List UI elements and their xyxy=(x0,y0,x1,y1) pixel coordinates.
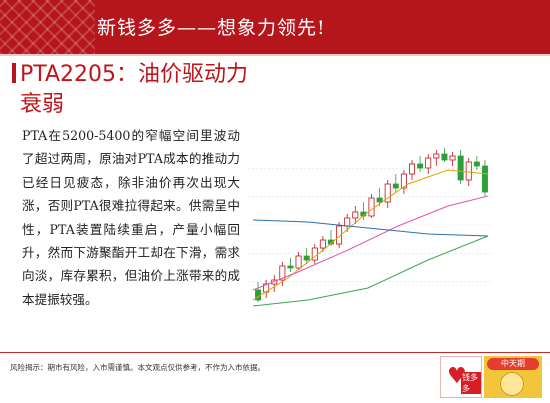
candle-body xyxy=(352,211,359,219)
ma-line-short xyxy=(252,169,489,301)
candle-body xyxy=(400,173,407,189)
candle-body xyxy=(295,255,302,269)
candle-body xyxy=(473,161,480,167)
title-accent-bar xyxy=(12,63,16,83)
logo-right-text: 中天期 xyxy=(501,359,525,368)
logo-left-text: 钱多多 xyxy=(461,372,481,394)
candle-body xyxy=(465,161,472,181)
candle-body xyxy=(441,153,448,161)
ma-line-long xyxy=(252,235,489,307)
candle-body xyxy=(287,265,294,269)
candle-body xyxy=(392,183,399,189)
header-banner: 新钱多多——想象力领先! xyxy=(0,0,550,54)
mascot-icon xyxy=(500,372,524,396)
candle-body xyxy=(384,183,391,203)
article-body: PTA在5200-5400的窄幅空间里波动了超过两周，原油对PTA成本的推动力已… xyxy=(22,128,240,307)
footer-divider xyxy=(0,352,550,353)
price-chart xyxy=(248,140,493,310)
candle-body xyxy=(279,265,286,281)
logo-banner: 中天期 xyxy=(487,358,539,370)
candle-body xyxy=(457,155,464,181)
header-slogan: 新钱多多——想象力领先! xyxy=(97,17,326,39)
candle-body xyxy=(433,153,440,159)
candle-body xyxy=(449,155,456,161)
banner-pattern xyxy=(0,0,95,54)
qianduoduo-logo: ♥ 钱多多 xyxy=(440,356,482,398)
candle-body xyxy=(368,197,375,217)
article-title: PTA2205：油价驱动力衰弱 xyxy=(20,62,249,117)
candle-body xyxy=(425,157,432,169)
banner-divider xyxy=(0,54,550,56)
candle-body xyxy=(409,163,416,175)
ma-line-medium xyxy=(252,195,489,291)
candle-body xyxy=(303,255,310,261)
candle-body xyxy=(376,197,383,203)
candle-body xyxy=(481,165,488,193)
zhongtian-logo: 中天期 xyxy=(484,356,542,398)
risk-notice: 风险揭示：期市有风险，入市需谨慎。本文观点仅供参考，不作为入市依据。 xyxy=(10,363,265,372)
ma-line-longest xyxy=(252,219,489,237)
candle-body xyxy=(417,163,424,169)
candle-body xyxy=(344,217,351,227)
candlestick-chart xyxy=(248,148,493,307)
candle-body xyxy=(319,239,326,249)
